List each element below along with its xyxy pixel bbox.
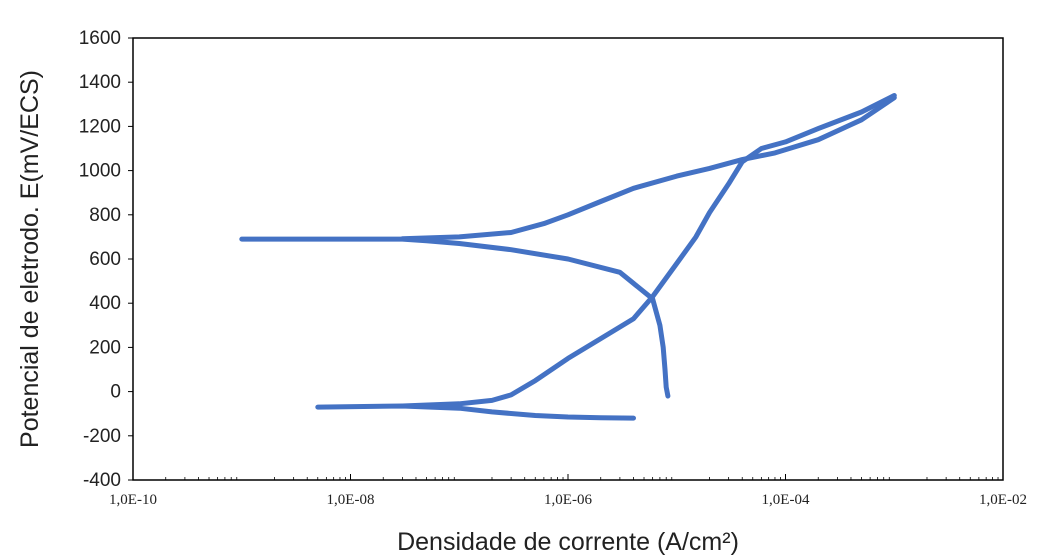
y-axis-title: Potencial de eletrodo. E(mV/ECS) [16,70,44,448]
x-axis: 1,0E-10 1,0E-08 1,0E-06 1,0E-04 1,0E-02 [109,474,1027,508]
x-tick-label: 1,0E-02 [979,492,1027,508]
y-tick-label: 200 [89,337,121,358]
y-tick-label: 800 [89,205,121,226]
y-tick-label: 1600 [79,28,121,49]
y-axis: -400 -200 0 200 400 600 800 1000 1200 1400 1600 [79,28,133,491]
y-tick-label: -200 [83,426,121,447]
x-tick-label: 1,0E-10 [109,492,157,508]
x-tick-label: 1,0E-04 [762,492,810,508]
y-tick-label: -400 [83,470,121,491]
series-line-3 [399,93,897,409]
y-tick-label: 0 [110,382,121,403]
x-axis-title: Densidade de corrente (A/cm²) [397,528,739,556]
series-layer [239,93,897,421]
y-tick-label: 1400 [79,72,121,93]
y-tick-label: 1000 [79,161,121,182]
y-tick-label: 1200 [79,116,121,137]
y-tick-label: 400 [89,293,121,314]
series-line-4 [399,95,897,242]
y-tick-label: 600 [89,249,121,270]
x-tick-label: 1,0E-06 [544,492,592,508]
x-tick-label: 1,0E-08 [327,492,375,508]
